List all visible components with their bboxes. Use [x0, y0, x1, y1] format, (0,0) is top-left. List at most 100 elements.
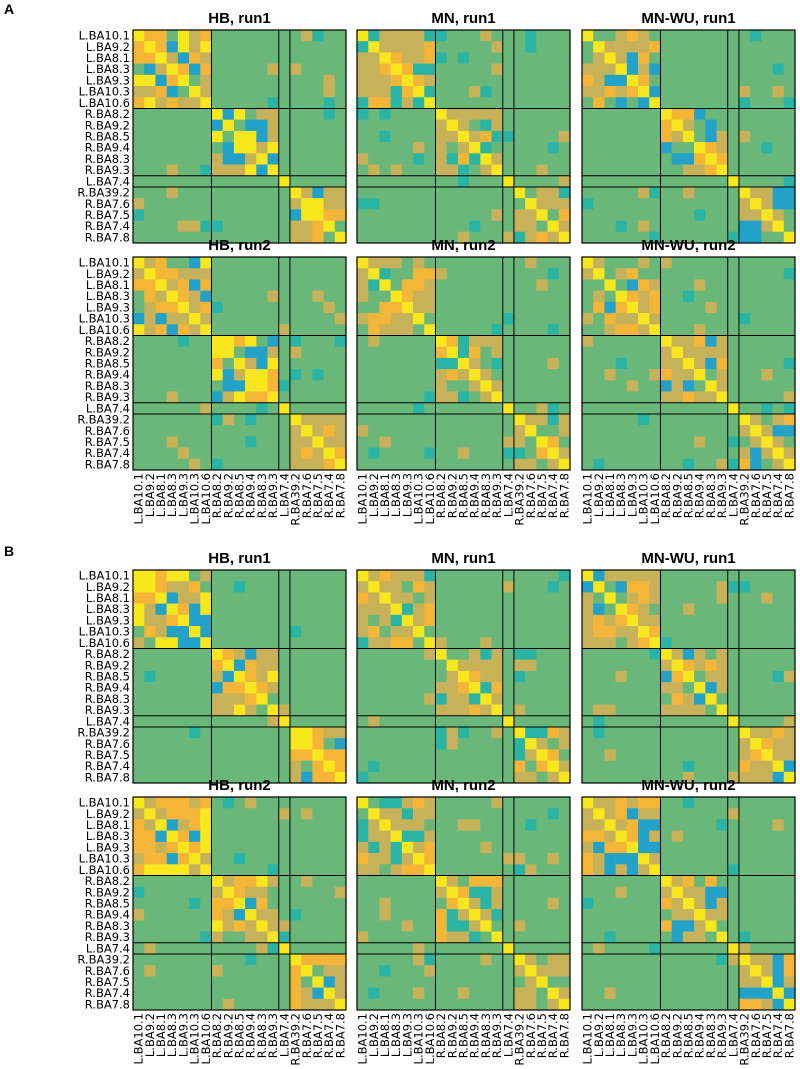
- col-tick-label: L.BA9.2: [592, 1013, 606, 1057]
- heatmap-cell: [525, 570, 537, 582]
- heatmap-cell: [536, 592, 548, 604]
- heatmap-cell: [738, 819, 751, 831]
- heatmap-cell: [379, 30, 391, 42]
- heatmap-cell: [649, 797, 661, 809]
- heatmap-cell: [390, 86, 403, 98]
- row-tick-label: R.BA8.5: [85, 897, 130, 911]
- heatmap-cell: [705, 704, 717, 717]
- heatmap-cell: [267, 436, 280, 448]
- heatmap-cell: [233, 130, 246, 143]
- heatmap-cell: [177, 682, 190, 694]
- heatmap-cell: [772, 853, 785, 865]
- heatmap-cell: [525, 153, 537, 165]
- heatmap-cell: [166, 749, 179, 761]
- heatmap-cell: [525, 797, 537, 809]
- heatmap-cell: [469, 819, 481, 831]
- heatmap-cell: [256, 436, 268, 448]
- heatmap-cell: [368, 74, 380, 87]
- heatmap-cell: [413, 324, 425, 336]
- heatmap-cell: [705, 841, 717, 854]
- heatmap-cell: [750, 920, 762, 932]
- heatmap-cell: [289, 998, 302, 1011]
- heatmap-cell: [536, 290, 548, 303]
- heatmap-cell: [189, 760, 201, 773]
- heatmap-cell: [379, 659, 391, 672]
- heatmap-cell: [682, 864, 695, 876]
- row-tick-label: R.BA7.6: [85, 737, 130, 751]
- panel-title: MN, run2: [431, 777, 495, 794]
- row-tick-label: R.BA7.8: [85, 997, 130, 1011]
- heatmap-cell: [513, 458, 526, 471]
- heatmap-cell: [133, 52, 145, 64]
- heatmap-cell: [480, 808, 492, 820]
- heatmap-cell: [604, 153, 616, 165]
- heatmap-cell: [480, 436, 492, 448]
- heatmap-cell: [761, 797, 773, 809]
- heatmap-cell: [401, 130, 414, 143]
- heatmap-cell: [638, 279, 650, 291]
- heatmap-cell: [379, 726, 391, 739]
- heatmap-cell: [334, 447, 347, 460]
- heatmap-cell: [649, 108, 661, 120]
- heatmap-cell: [626, 142, 639, 154]
- heatmap-cell: [761, 931, 773, 944]
- heatmap-cell: [727, 808, 740, 820]
- heatmap-cell: [582, 231, 594, 244]
- heatmap-cell: [582, 108, 594, 120]
- heatmap-cell: [480, 682, 492, 694]
- heatmap-cell: [222, 153, 235, 165]
- heatmap-cell: [390, 841, 403, 854]
- heatmap-cell: [761, 648, 773, 660]
- row-tick-label: R.BA8.2: [85, 874, 130, 888]
- heatmap-cell: [357, 231, 369, 244]
- heatmap-cell: [502, 268, 515, 280]
- heatmap-cell: [413, 198, 425, 210]
- heatmap-cell: [424, 570, 436, 582]
- heatmap-cell: [536, 760, 548, 773]
- heatmap-cell: [547, 682, 560, 694]
- heatmap-cell: [301, 458, 313, 471]
- heatmap-cell: [638, 760, 650, 773]
- heatmap-cell: [144, 738, 156, 750]
- heatmap-cell: [457, 369, 470, 381]
- heatmap-cell: [727, 909, 740, 921]
- heatmap-cell: [424, 447, 436, 460]
- heatmap-cell: [189, 920, 201, 932]
- heatmap-cell: [750, 257, 762, 269]
- heatmap-cell: [177, 30, 190, 42]
- heatmap-cell: [211, 346, 223, 359]
- heatmap-cell: [211, 909, 223, 921]
- heatmap-cell: [547, 130, 560, 143]
- heatmap-cell: [435, 864, 447, 876]
- heatmap-cell: [133, 760, 145, 773]
- heatmap-cell: [312, 142, 324, 154]
- heatmap-cell: [446, 808, 459, 820]
- heatmap-cell: [491, 357, 504, 370]
- heatmap-cell: [536, 279, 548, 291]
- heatmap-cell: [334, 313, 347, 325]
- heatmap-cell: [200, 749, 212, 761]
- heatmap-cell: [626, 920, 639, 932]
- heatmap-cell: [222, 313, 235, 325]
- heatmap-cell: [649, 738, 661, 750]
- heatmap-cell: [604, 220, 616, 233]
- heatmap-cell: [245, 797, 257, 809]
- heatmap-cell: [513, 808, 526, 820]
- heatmap-cell: [727, 614, 740, 627]
- heatmap-cell: [615, 413, 628, 426]
- heatmap-cell: [626, 592, 639, 604]
- heatmap-cell: [593, 108, 605, 120]
- heatmap-cell: [267, 897, 280, 910]
- heatmap-cell: [200, 808, 212, 820]
- heatmap-cell: [166, 86, 179, 98]
- heatmap-cell: [323, 931, 336, 944]
- heatmap-cell: [413, 760, 425, 773]
- heatmap-cell: [525, 63, 537, 76]
- heatmap-cell: [245, 391, 257, 404]
- heatmap-cell: [357, 209, 369, 221]
- heatmap-cell: [401, 998, 414, 1011]
- heatmap-cell: [155, 425, 167, 437]
- heatmap-cell: [424, 119, 436, 132]
- heatmap-cell: [323, 875, 336, 887]
- heatmap-cell: [368, 119, 380, 132]
